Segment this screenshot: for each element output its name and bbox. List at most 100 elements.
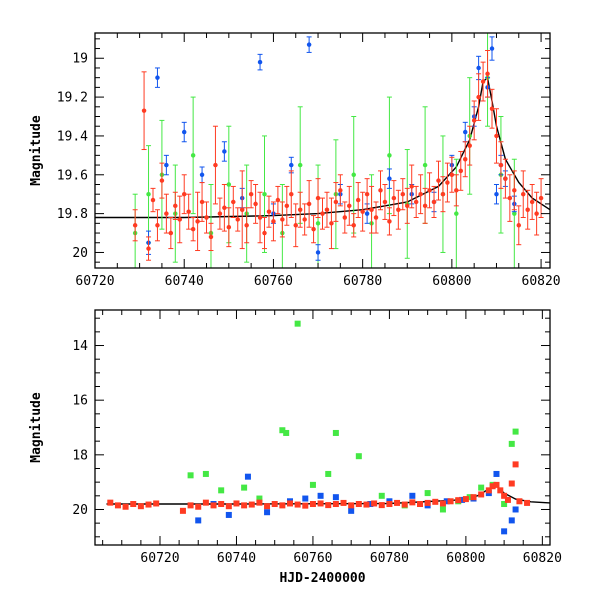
data-point-green	[424, 490, 431, 497]
data-point-red	[382, 199, 388, 205]
data-point-red	[271, 501, 278, 508]
data-point-red	[320, 211, 325, 216]
data-point-green	[262, 191, 267, 197]
data-point-red	[480, 79, 486, 84]
data-point-red	[155, 223, 160, 228]
data-point-blue	[195, 517, 202, 524]
data-point-red	[512, 188, 517, 193]
data-point-red	[447, 498, 454, 505]
data-point-red	[445, 180, 450, 185]
data-point-red	[476, 94, 481, 100]
data-point-green	[332, 429, 339, 436]
data-point-green	[508, 440, 515, 447]
data-point-red	[436, 178, 441, 183]
data-point-red	[186, 209, 191, 214]
data-point-red	[266, 209, 272, 214]
data-point-red	[287, 500, 293, 507]
data-point-blue	[302, 495, 309, 502]
data-point-red	[284, 203, 290, 209]
data-point-red	[417, 501, 423, 508]
plot-frame	[94, 309, 551, 546]
data-point-red	[264, 503, 271, 510]
data-point-red	[130, 501, 137, 508]
data-point-red	[315, 195, 321, 201]
series-red	[132, 49, 544, 261]
data-point-red	[311, 226, 316, 232]
data-point-red	[507, 195, 513, 201]
data-point-blue	[317, 492, 324, 499]
model-curve	[95, 76, 550, 219]
y-tick-label: 19.6	[57, 168, 88, 183]
data-point-green	[297, 162, 303, 168]
data-point-red	[332, 501, 339, 508]
data-point-green	[241, 484, 248, 491]
data-point-green	[439, 506, 446, 513]
data-point-red	[329, 221, 334, 226]
data-point-red	[418, 191, 423, 197]
data-point-red	[424, 499, 431, 506]
data-point-red	[409, 184, 414, 189]
data-point-green	[325, 470, 332, 477]
data-point-red	[449, 172, 455, 178]
y-tick-label: 19	[72, 52, 88, 67]
data-point-green	[315, 221, 321, 226]
data-point-blue	[463, 129, 468, 135]
data-point-red	[338, 188, 343, 193]
data-point-green	[512, 211, 517, 216]
y-tick-label: 16	[72, 394, 88, 409]
data-point-green	[187, 472, 194, 479]
data-point-red	[317, 500, 324, 507]
data-point-green	[256, 495, 263, 502]
data-point-blue	[155, 75, 160, 80]
data-point-red	[173, 203, 178, 209]
data-point-green	[226, 182, 232, 187]
top-panel: 60720 60740 60760 60780 60800 60820 19 19.2 19.4…	[29, 32, 561, 289]
data-point-red	[190, 226, 196, 232]
data-point-red	[386, 501, 393, 508]
series-green	[187, 320, 519, 513]
data-point-red	[516, 498, 523, 505]
data-point-red	[294, 501, 301, 508]
data-point-red	[342, 215, 348, 220]
data-point-red	[538, 195, 544, 201]
data-point-red	[164, 211, 169, 216]
y-tick-label: 20	[72, 503, 88, 518]
data-point-red	[455, 497, 462, 504]
data-point-red	[471, 118, 477, 123]
data-point-red	[394, 499, 401, 506]
data-point-red	[396, 207, 401, 212]
data-point-red	[355, 197, 361, 203]
series-red	[107, 461, 531, 514]
y-tick-label: 19.4	[57, 129, 88, 144]
x-tick-label: 60800	[446, 551, 485, 566]
data-point-red	[253, 201, 258, 207]
data-point-green	[466, 494, 473, 501]
bottom-panel: 60720 60740 60760 60780 60800 60820 14 16 18 20 Ma…	[29, 309, 562, 586]
data-point-green	[387, 153, 392, 158]
data-point-red	[239, 207, 245, 212]
y-axis-label: Magnitude	[29, 392, 44, 463]
data-point-red	[241, 502, 248, 509]
data-point-blue	[512, 506, 519, 513]
data-point-green	[218, 487, 225, 494]
data-point-blue	[164, 162, 169, 168]
x-tick-label: 60720	[75, 274, 114, 289]
data-point-red	[478, 491, 485, 498]
data-point-red	[454, 188, 459, 193]
data-point-red	[225, 503, 232, 510]
x-tick-label: 60740	[217, 551, 256, 566]
data-point-red	[122, 503, 129, 510]
plot-area	[95, 33, 550, 268]
y-axis-label: Magnitude	[29, 115, 44, 186]
data-point-red	[525, 207, 530, 212]
data-point-red	[413, 199, 419, 205]
data-point-green	[478, 484, 485, 491]
data-point-red	[262, 230, 267, 236]
data-point-red	[516, 223, 522, 228]
data-point-green	[202, 470, 209, 477]
data-point-red	[107, 499, 114, 506]
data-point-red	[179, 507, 186, 514]
data-point-red	[248, 501, 255, 508]
data-point-green	[146, 191, 151, 197]
